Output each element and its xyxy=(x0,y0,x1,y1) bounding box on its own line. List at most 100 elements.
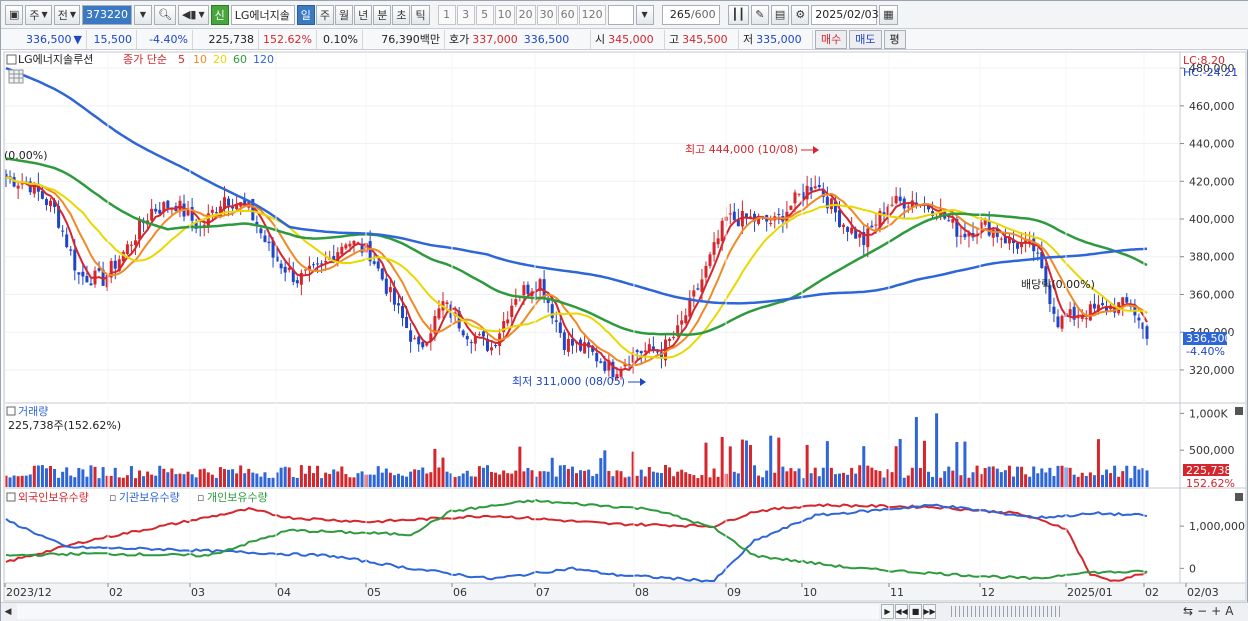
date-input[interactable]: 2025/02/03 xyxy=(811,4,879,25)
panel-close-icon[interactable] xyxy=(1235,407,1243,415)
period-tab-5[interactable]: 초 xyxy=(392,4,411,25)
interval-tab-10[interactable]: 10 xyxy=(494,4,515,25)
candle-body xyxy=(133,240,137,245)
quote-bar: 336,500 ▼ 15,500 -4.40% 225,738 152.62% 0… xyxy=(1,29,1248,50)
zoom-fit-icon[interactable]: ⇆ xyxy=(1183,604,1194,618)
credit-badge[interactable]: 신 xyxy=(210,4,229,25)
volume-bar xyxy=(595,473,599,487)
panel-menu-icon[interactable] xyxy=(6,492,16,502)
candle-body xyxy=(550,304,554,319)
volume-bar xyxy=(728,446,732,487)
scroll-right-icon[interactable]: ▶ xyxy=(881,604,894,619)
sound-button[interactable]: ◀▮ ▼ xyxy=(177,4,209,25)
candle-body xyxy=(967,232,971,237)
scroll-left-icon[interactable]: ◀ xyxy=(4,607,12,617)
volume-bar xyxy=(174,474,178,487)
panel-menu-icon[interactable] xyxy=(6,406,16,416)
period-tab-2[interactable]: 월 xyxy=(334,4,354,25)
scroll-thumb[interactable] xyxy=(951,606,1061,617)
interval-tab-60[interactable]: 60 xyxy=(557,4,578,25)
rewind-icon[interactable]: ◀◀ xyxy=(895,604,908,619)
candle-body xyxy=(251,199,255,221)
candle-body xyxy=(32,182,36,194)
volume-bar xyxy=(227,469,231,487)
interval-tab-20[interactable]: 20 xyxy=(515,4,536,25)
stop-icon[interactable]: ■ xyxy=(909,604,922,619)
legend-separator: ▫ xyxy=(109,491,116,504)
foreign-holdings-line xyxy=(5,503,1148,582)
chart-scrollbar[interactable]: ◀ ▶ ◀◀ ■ ▶▶ ⇆ − + A xyxy=(1,602,1248,621)
period-tab-6[interactable]: 틱 xyxy=(411,4,430,25)
candle-type-button[interactable]: ┃┃ xyxy=(727,4,749,25)
price-tick-label: 400,000 xyxy=(1189,213,1235,226)
interval-tab-1[interactable]: 1 xyxy=(437,4,456,25)
volume-bar xyxy=(599,458,603,487)
volume-bar xyxy=(97,478,101,487)
volume-bar xyxy=(530,470,534,487)
table-icon[interactable] xyxy=(8,69,24,84)
buy-button[interactable]: 매수 xyxy=(815,29,848,49)
volume-bar xyxy=(255,473,259,487)
panel-menu-icon[interactable] xyxy=(6,54,17,65)
volume-bar xyxy=(344,474,348,487)
volume-bar xyxy=(1141,468,1145,487)
period-tab-0[interactable]: 일 xyxy=(296,4,315,25)
candle-body xyxy=(101,269,105,286)
save-button[interactable]: ▤ xyxy=(770,4,790,25)
volume-bar xyxy=(878,471,882,487)
volume-bar xyxy=(708,477,712,487)
moving-average-lines xyxy=(5,66,1148,372)
layout-icon[interactable]: ▣ xyxy=(5,4,24,25)
calendar-button[interactable]: ▦ xyxy=(879,4,898,25)
search-button[interactable]: 🔍︎ xyxy=(153,4,176,25)
scroll-track[interactable] xyxy=(17,604,879,619)
volume-bar xyxy=(631,451,635,487)
zoom-in-icon[interactable]: + xyxy=(1211,604,1222,618)
candle-body xyxy=(963,233,967,238)
interval-tab-30[interactable]: 30 xyxy=(536,4,557,25)
candle-body xyxy=(793,192,797,204)
interval-tab-3[interactable]: 3 xyxy=(456,4,475,25)
price-tick-label: 380,000 xyxy=(1189,251,1235,264)
volume-bar xyxy=(142,476,146,487)
turnover-ratio: 0.10% xyxy=(317,29,363,49)
prev-select[interactable]: 전 ▼ xyxy=(53,4,80,25)
panel-close-icon[interactable] xyxy=(1235,493,1243,501)
candle-body xyxy=(809,187,813,191)
candle-body xyxy=(991,229,995,238)
volume-bar xyxy=(1036,473,1040,487)
period-tab-4[interactable]: 분 xyxy=(373,4,392,25)
volume-bar xyxy=(494,472,498,487)
interval-tab-5[interactable]: 5 xyxy=(475,4,494,25)
count-input[interactable]: 265/600 xyxy=(661,4,720,25)
candle-body xyxy=(433,316,437,334)
period-tab-1[interactable]: 주 xyxy=(315,4,334,25)
holdings-panel[interactable] xyxy=(3,487,1181,584)
candle-body xyxy=(73,249,77,271)
candle-body xyxy=(591,345,595,352)
period-select[interactable]: 주 ▼ xyxy=(25,4,52,25)
font-size-icon[interactable]: A xyxy=(1225,604,1234,618)
chart-area[interactable]: 2023/12 02 03 04 05 06 07 08 09 10 11 12 2025/01 02 02… xyxy=(1,50,1247,602)
draw-tool-button[interactable]: ✎ xyxy=(750,4,769,25)
extra-button[interactable]: 평 xyxy=(883,29,906,49)
x-tick-label: 09 xyxy=(727,586,741,599)
zoom-out-icon[interactable]: − xyxy=(1197,604,1208,618)
period-tab-3[interactable]: 년 xyxy=(354,4,373,25)
fast-forward-icon[interactable]: ▶▶ xyxy=(923,604,936,619)
volume-tick-labels: 1,000K 500,000 xyxy=(1180,407,1235,457)
volume-bar xyxy=(947,466,951,487)
candle-body xyxy=(833,201,837,213)
code-dropdown-button[interactable]: ▼ xyxy=(133,4,152,25)
interval-tab-120[interactable]: 120 xyxy=(578,4,606,25)
sell-button[interactable]: 매도 xyxy=(849,29,882,49)
volume-bar xyxy=(781,466,785,487)
volume-bar xyxy=(672,476,676,487)
interval-custom-input[interactable] xyxy=(607,4,634,25)
stock-code-input[interactable]: 373220 xyxy=(81,4,132,25)
volume-bar xyxy=(983,467,987,487)
volume-bar xyxy=(1052,476,1056,487)
settings-button[interactable]: ⚙ xyxy=(791,4,810,25)
calendar-icon: ▦ xyxy=(883,8,894,21)
interval-dropdown-button[interactable]: ▼ xyxy=(635,4,654,25)
